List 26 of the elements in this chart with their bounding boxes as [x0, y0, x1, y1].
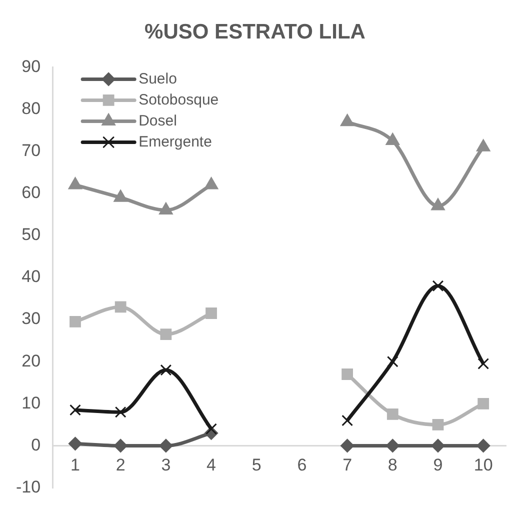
y-tick-label: 30 [22, 309, 41, 328]
y-tick-label: 60 [22, 183, 41, 202]
y-tick-label: 80 [22, 98, 41, 118]
y-tick-label: 20 [22, 351, 41, 370]
x-tick-label: 4 [206, 456, 216, 475]
y-tick-label: 0 [31, 435, 41, 454]
x-tick-label: 10 [474, 456, 493, 475]
x-tick-label: 8 [388, 456, 398, 475]
x-tick-label: 2 [116, 456, 126, 475]
x-tick-label: 7 [342, 456, 352, 475]
x-tick-label: 1 [70, 456, 80, 475]
y-tick-label: 50 [22, 225, 41, 244]
y-tick-label: 10 [22, 393, 41, 412]
y-tick-label: 40 [22, 267, 41, 286]
chart-title: %USO ESTRATO LILA [144, 20, 366, 44]
legend-label: Emergente [138, 133, 212, 150]
x-tick-label: 3 [161, 456, 171, 475]
legend-label: Suelo [138, 70, 177, 88]
y-tick-label: 90 [22, 56, 41, 76]
x-tick-label: 6 [297, 456, 307, 475]
legend-label: Dosel [138, 112, 177, 130]
y-tick-label: 70 [22, 141, 41, 160]
legend-label: Sotobosque [138, 91, 219, 108]
x-tick-label: 9 [433, 456, 443, 475]
x-tick-label: 5 [252, 456, 262, 475]
y-tick-label: -10 [16, 477, 41, 496]
